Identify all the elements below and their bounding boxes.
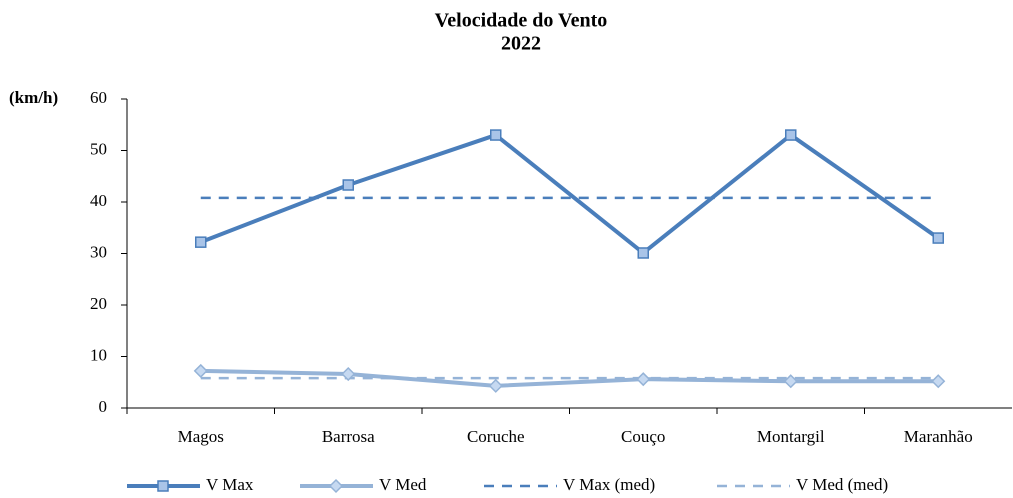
y-tick-label: 60 (90, 88, 107, 107)
y-tick-label: 30 (90, 242, 107, 261)
x-tick-label: Coruche (467, 427, 525, 446)
chart-subtitle: 2022 (501, 33, 541, 55)
point (783, 374, 798, 389)
x-tick-label: Barrosa (322, 427, 375, 446)
point (193, 363, 208, 378)
series-line (200, 133, 940, 255)
y-tick-label: 40 (90, 191, 107, 210)
point (342, 179, 354, 191)
y-axis-label: (km/h) (9, 88, 58, 107)
legend-label: V Max (med) (563, 475, 655, 494)
legend-marker (328, 478, 344, 494)
point (932, 232, 944, 244)
x-tick-label: Couço (621, 427, 665, 446)
legend-marker (157, 480, 169, 492)
point (931, 374, 946, 389)
point (341, 366, 356, 382)
x-tick-label: Montargil (757, 427, 825, 446)
legend-label: V Max (206, 475, 254, 494)
series-line (200, 368, 939, 388)
legend-label: V Med (med) (796, 475, 888, 494)
x-tick-label: Magos (178, 427, 224, 446)
y-tick-label: 20 (90, 294, 107, 313)
point (490, 129, 502, 141)
point (195, 236, 207, 248)
y-tick-label: 10 (90, 345, 107, 364)
x-tick-label: Maranhão (904, 427, 973, 446)
y-tick-label: 0 (99, 397, 108, 416)
point (488, 378, 503, 393)
legend-label: V Med (379, 475, 427, 494)
point (637, 247, 649, 259)
chart-title: Velocidade do Vento (435, 10, 608, 32)
y-tick-label: 50 (90, 139, 107, 158)
point (785, 129, 797, 141)
point (636, 372, 651, 387)
